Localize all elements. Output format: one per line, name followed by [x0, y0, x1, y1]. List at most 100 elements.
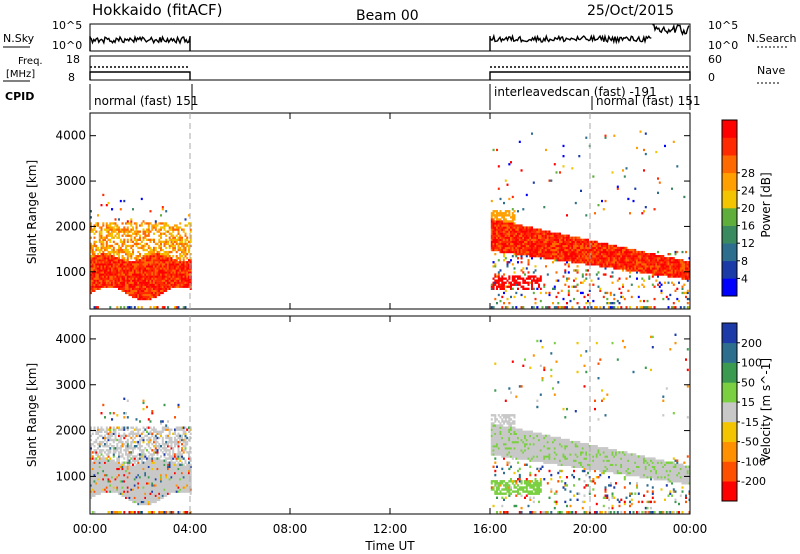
- heatmap-cell: [503, 273, 505, 276]
- heatmap-cell: [119, 261, 122, 264]
- heatmap-cell: [151, 265, 154, 268]
- heatmap-cell: [146, 434, 148, 438]
- heatmap-cell: [140, 463, 143, 466]
- heatmap-cell: [170, 463, 173, 466]
- heatmap-cell: [494, 253, 497, 256]
- heatmap-cell: [618, 253, 621, 256]
- heatmap-cell: [513, 295, 516, 299]
- heatmap-cell: [118, 478, 120, 481]
- heatmap-cell: [660, 291, 663, 295]
- heatmap-cell: [154, 295, 157, 299]
- heatmap-cell: [592, 283, 595, 286]
- heatmap-cell: [163, 222, 166, 225]
- heatmap-cell: [574, 253, 577, 256]
- heatmap-cell: [90, 263, 92, 266]
- heatmap-cell: [177, 279, 180, 282]
- heatmap-cell: [98, 473, 101, 477]
- heatmap-cell: [168, 428, 171, 431]
- heatmap-cell: [130, 277, 133, 280]
- heatmap-cell: [564, 259, 567, 262]
- heatmap-cell: [109, 259, 112, 262]
- heatmap-cell: [681, 291, 684, 295]
- heatmap-cell: [165, 492, 168, 495]
- heatmap-cell: [158, 289, 161, 292]
- heatmap-cell: [566, 302, 568, 305]
- heatmap-cell: [125, 486, 127, 489]
- heatmap-cell: [126, 273, 129, 276]
- heatmap-cell: [149, 465, 152, 468]
- heatmap-cell: [550, 255, 553, 258]
- heatmap-cell: [146, 271, 148, 274]
- heatmap-cell: [107, 438, 110, 442]
- heatmap-cell: [585, 253, 588, 256]
- heatmap-cell: [156, 257, 159, 260]
- heatmap-cell: [636, 269, 638, 272]
- heatmap-cell: [156, 306, 159, 309]
- heatmap-cell: [639, 261, 642, 264]
- heatmap-cell: [527, 246, 530, 250]
- heatmap-cell: [109, 279, 112, 282]
- heatmap-cell: [634, 261, 637, 264]
- heatmap-cell: [539, 238, 542, 241]
- heatmap-cell: [618, 248, 621, 252]
- heatmap-cell: [165, 443, 168, 446]
- heatmap-cell: [669, 259, 672, 262]
- heatmap-cell: [91, 277, 94, 280]
- heatmap-cell: [135, 281, 138, 284]
- heatmap-cell: [102, 476, 105, 479]
- heatmap-cell: [161, 490, 164, 493]
- heatmap-cell: [132, 293, 134, 297]
- heatmap-cell: [490, 228, 493, 231]
- heatmap-cell: [590, 240, 593, 243]
- heatmap-cell: [627, 248, 630, 252]
- heatmap-cell: [114, 484, 117, 487]
- heatmap-cell: [630, 250, 633, 254]
- heatmap-cell: [95, 244, 98, 248]
- heatmap-cell: [111, 476, 114, 479]
- heatmap-cell: [517, 246, 519, 250]
- heatmap-cell: [163, 471, 166, 475]
- heatmap-cell: [151, 295, 154, 299]
- heatmap-cell: [160, 465, 162, 468]
- heatmap-cell: [186, 263, 189, 266]
- heatmap-cell: [494, 283, 497, 286]
- heatmap-cell: [121, 242, 124, 246]
- heatmap-cell: [672, 257, 675, 260]
- heatmap-cell: [135, 459, 138, 462]
- heatmap-cell: [140, 275, 143, 278]
- heatmap-cell: [153, 440, 155, 444]
- heatmap-cell: [93, 490, 96, 493]
- heatmap-cell: [545, 234, 547, 237]
- heatmap-cell: [133, 455, 136, 458]
- heatmap-cell: [137, 453, 140, 456]
- heatmap-cell: [622, 263, 624, 266]
- heatmap-cell: [151, 263, 154, 266]
- heatmap-cell: [683, 275, 686, 278]
- heatmap-cell: [91, 250, 94, 254]
- heatmap-cell: [139, 230, 141, 233]
- heatmap-cell: [506, 224, 509, 227]
- heatmap-cell: [160, 492, 162, 495]
- heatmap-cell: [681, 267, 684, 270]
- heatmap-cell: [160, 228, 162, 231]
- heatmap-cell: [116, 459, 119, 462]
- heatmap-cell: [112, 269, 115, 272]
- heatmap-cell: [118, 285, 120, 288]
- heatmap-cell: [587, 261, 589, 264]
- heatmap-cell: [109, 253, 112, 256]
- heatmap-cell: [637, 255, 640, 258]
- heatmap-cell: [111, 208, 114, 211]
- heatmap-cell: [499, 246, 502, 250]
- heatmap-cell: [123, 275, 126, 278]
- heatmap-cell: [135, 244, 138, 248]
- heatmap-cell: [130, 453, 133, 456]
- heatmap-cell: [168, 478, 171, 481]
- heatmap-cell: [501, 250, 504, 254]
- heatmap-cell: [538, 244, 540, 248]
- heatmap-cell: [144, 473, 147, 477]
- heatmap-cell: [585, 257, 588, 260]
- heatmap-cell: [664, 263, 666, 266]
- heatmap-cell: [128, 261, 131, 264]
- heatmap-cell: [539, 257, 542, 260]
- heatmap-cell: [114, 269, 117, 272]
